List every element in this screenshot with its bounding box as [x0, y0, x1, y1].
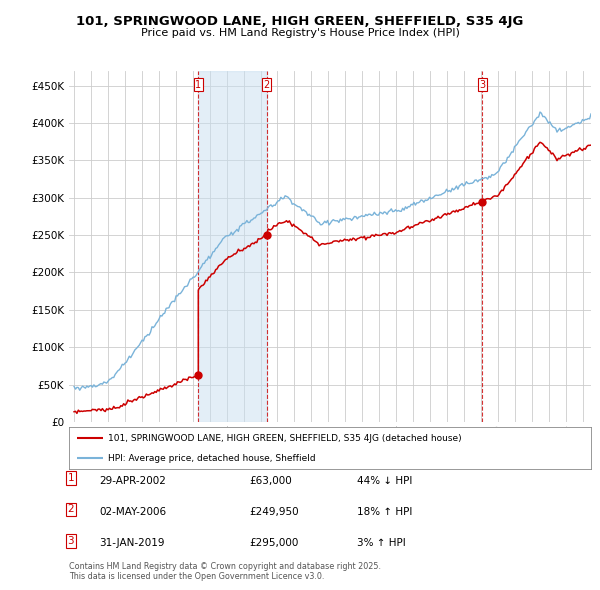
- Text: HPI: Average price, detached house, Sheffield: HPI: Average price, detached house, Shef…: [108, 454, 316, 463]
- Text: £295,000: £295,000: [249, 538, 298, 548]
- Text: £249,950: £249,950: [249, 507, 299, 517]
- Text: 02-MAY-2006: 02-MAY-2006: [99, 507, 166, 517]
- Text: 1: 1: [67, 473, 74, 483]
- Text: Contains HM Land Registry data © Crown copyright and database right 2025.
This d: Contains HM Land Registry data © Crown c…: [69, 562, 381, 581]
- Text: 101, SPRINGWOOD LANE, HIGH GREEN, SHEFFIELD, S35 4JG: 101, SPRINGWOOD LANE, HIGH GREEN, SHEFFI…: [76, 15, 524, 28]
- Text: 44% ↓ HPI: 44% ↓ HPI: [357, 476, 412, 486]
- Text: 2: 2: [263, 80, 270, 90]
- Text: 18% ↑ HPI: 18% ↑ HPI: [357, 507, 412, 517]
- Text: Price paid vs. HM Land Registry's House Price Index (HPI): Price paid vs. HM Land Registry's House …: [140, 28, 460, 38]
- Text: 3% ↑ HPI: 3% ↑ HPI: [357, 538, 406, 548]
- Text: 31-JAN-2019: 31-JAN-2019: [99, 538, 164, 548]
- Text: 3: 3: [479, 80, 485, 90]
- Bar: [199, 71, 267, 422]
- Text: 101, SPRINGWOOD LANE, HIGH GREEN, SHEFFIELD, S35 4JG (detached house): 101, SPRINGWOOD LANE, HIGH GREEN, SHEFFI…: [108, 434, 462, 443]
- Text: 3: 3: [67, 536, 74, 546]
- Text: 2: 2: [67, 504, 74, 514]
- Text: 1: 1: [195, 80, 202, 90]
- Text: £63,000: £63,000: [249, 476, 292, 486]
- Text: 29-APR-2002: 29-APR-2002: [99, 476, 166, 486]
